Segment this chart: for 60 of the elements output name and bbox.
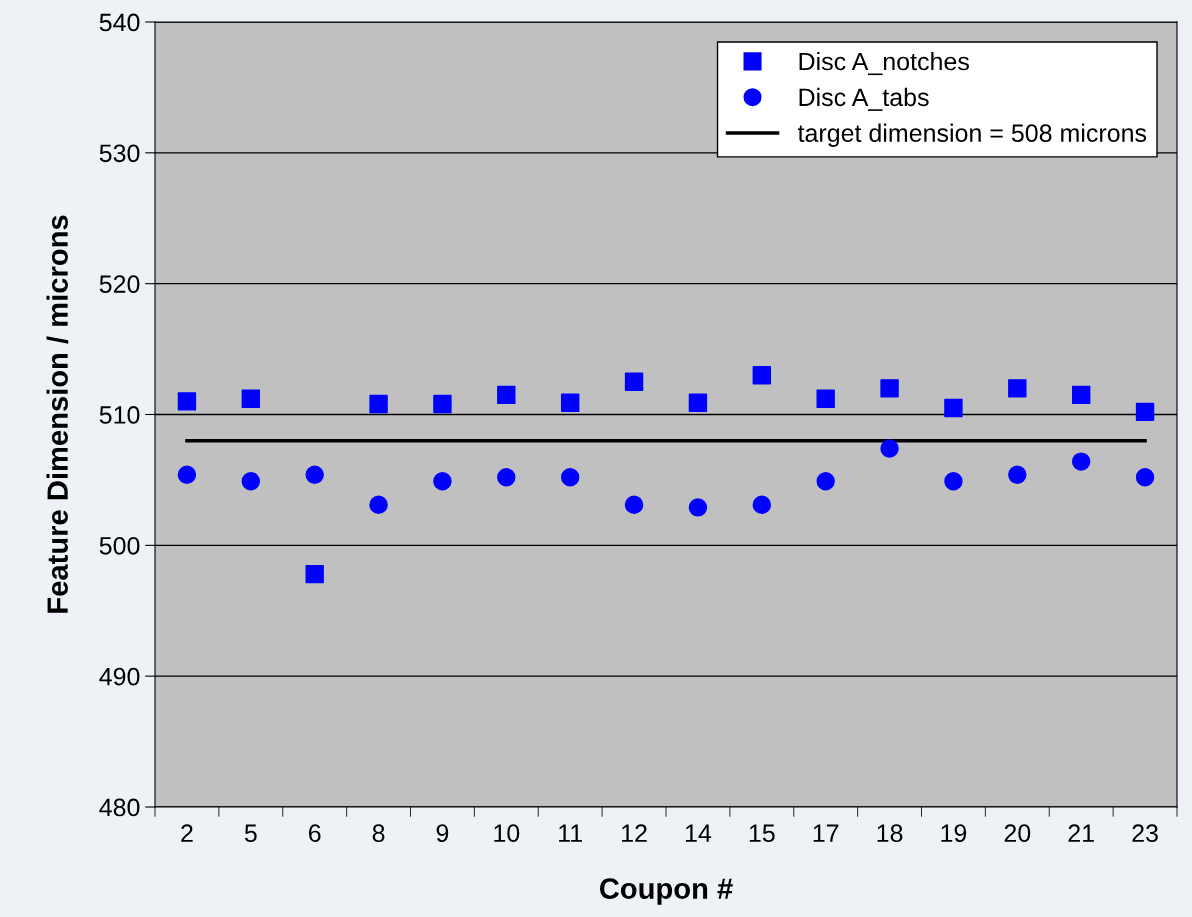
point [624,372,644,391]
point [688,393,708,412]
y-tick-label: 540 [99,13,140,32]
x-tick-label: 18 [877,824,903,843]
x-tick-label: 23 [1132,824,1158,843]
point [560,468,580,487]
point [1135,468,1155,487]
point [305,465,324,484]
point [560,393,580,412]
point [1008,379,1027,398]
point [688,498,708,517]
x-axis-title: Coupon # [599,878,733,905]
x-tick-label: 17 [813,824,839,842]
point [944,398,963,418]
point [816,389,835,409]
point [241,389,261,409]
point [1071,452,1091,471]
y-tick-label: 500 [99,536,140,555]
point [752,366,772,385]
x-tick-label: 21 [1068,824,1094,842]
point [177,392,197,411]
y-tick-label: 480 [99,798,140,817]
x-tick-label: 9 [436,824,449,843]
point [497,468,516,487]
x-tick-label: 8 [372,824,385,843]
x-tick-label: 10 [494,824,520,843]
point [944,472,963,491]
point [433,472,452,491]
point [177,465,197,484]
point [624,495,644,514]
x-tick-label: 19 [941,824,967,843]
y-tick-label: 510 [99,406,140,424]
x-tick-label: 11 [559,824,582,842]
y-axis-title: Feature Dimension / microns [46,215,69,613]
point [433,394,452,414]
legend-label: Disc A_tabs [799,87,929,111]
point [369,495,388,514]
point [1071,385,1091,405]
point [305,564,324,584]
y-tick-label: 530 [99,144,140,163]
point [880,379,899,398]
x-tick-label: 20 [1004,824,1031,843]
point [1008,465,1027,484]
x-tick-label: 6 [309,824,321,843]
point [1135,402,1155,422]
point [816,472,835,491]
legend-label: Disc A_notches [799,52,969,76]
y-tick-label: 520 [99,275,140,293]
x-tick-label: 2 [181,824,193,842]
legend-label: target dimension = 508 microns [797,123,1147,147]
y-tick-label: 490 [99,667,140,686]
point [752,495,772,514]
x-tick-label: 12 [622,824,647,842]
x-tick-label: 5 [244,824,257,843]
x-tick-label: 15 [749,824,775,843]
point [497,385,516,405]
point [880,439,899,458]
point [369,394,388,414]
x-tick-label: 14 [685,824,712,842]
point [241,472,261,491]
